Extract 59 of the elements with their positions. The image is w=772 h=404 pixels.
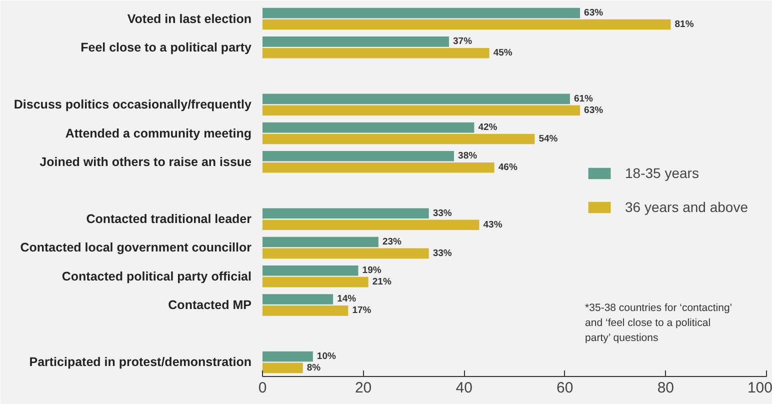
x-tick-label: 60 [556, 380, 574, 396]
data-label: 14% [337, 294, 357, 305]
bar [262, 276, 368, 288]
x-tick-label: 80 [657, 380, 674, 396]
data-label: 10% [316, 350, 336, 362]
x-tick-label: 20 [354, 380, 372, 396]
bar [262, 94, 570, 104]
bar [262, 220, 480, 230]
bar [262, 248, 429, 259]
data-label: 38% [458, 150, 478, 162]
bar [262, 122, 474, 133]
data-label: 37% [453, 36, 473, 48]
x-tick-label: 40 [456, 380, 472, 396]
data-label: 23% [382, 236, 402, 248]
data-label: 21% [372, 276, 392, 288]
y-tick-label: Discuss politics occasionally/frequently [14, 98, 252, 112]
data-label: 46% [498, 162, 518, 174]
bar [262, 105, 580, 116]
data-label: 17% [352, 305, 372, 316]
y-tick-label: Contacted local government councillor [20, 240, 252, 255]
y-tick-label: Contacted MP [168, 298, 252, 312]
bar [262, 19, 671, 30]
data-label: 63% [584, 8, 604, 19]
legend-label: 18-35 years [625, 165, 699, 181]
data-label: 33% [432, 248, 452, 259]
bar [262, 48, 490, 58]
bar [262, 36, 449, 47]
bar [262, 362, 303, 374]
data-label: 54% [538, 133, 558, 144]
bar [262, 265, 358, 276]
y-tick-label: Voted in last election [127, 12, 252, 26]
annotation: *35-38 countries for ‘contacting’ and ‘feel close to a political party’ questions [585, 302, 732, 344]
bar [262, 8, 580, 18]
x-tick-label: 0 [258, 380, 267, 396]
y-tick-label: Feel close to a political party [80, 40, 252, 54]
bar [262, 351, 313, 362]
bar [262, 306, 348, 316]
legend-label: 36 years and above [625, 199, 748, 215]
data-label: 45% [493, 48, 513, 59]
bar [262, 236, 378, 248]
y-tick-label: Contacted traditional leader [86, 212, 252, 226]
bar [262, 151, 454, 162]
x-tick-label: 100 [747, 380, 772, 396]
y-tick-label: Participated in protest/demonstration [29, 355, 252, 370]
bar [262, 134, 535, 144]
y-tick-label: Contacted political party official [62, 269, 252, 284]
data-label: 33% [432, 208, 452, 219]
data-label: 61% [574, 93, 594, 104]
data-label: 43% [483, 219, 503, 230]
data-label: 42% [478, 122, 498, 134]
bar [262, 208, 429, 219]
y-tick-label: Joined with others to raise an issue [40, 154, 252, 169]
bar [262, 294, 334, 304]
data-label: 19% [362, 265, 382, 276]
data-label: 63% [584, 104, 604, 116]
data-label: 8% [306, 362, 322, 374]
bar [262, 162, 494, 173]
y-tick-label: Attended a community meeting [65, 126, 252, 140]
data-label: 81% [674, 19, 694, 30]
